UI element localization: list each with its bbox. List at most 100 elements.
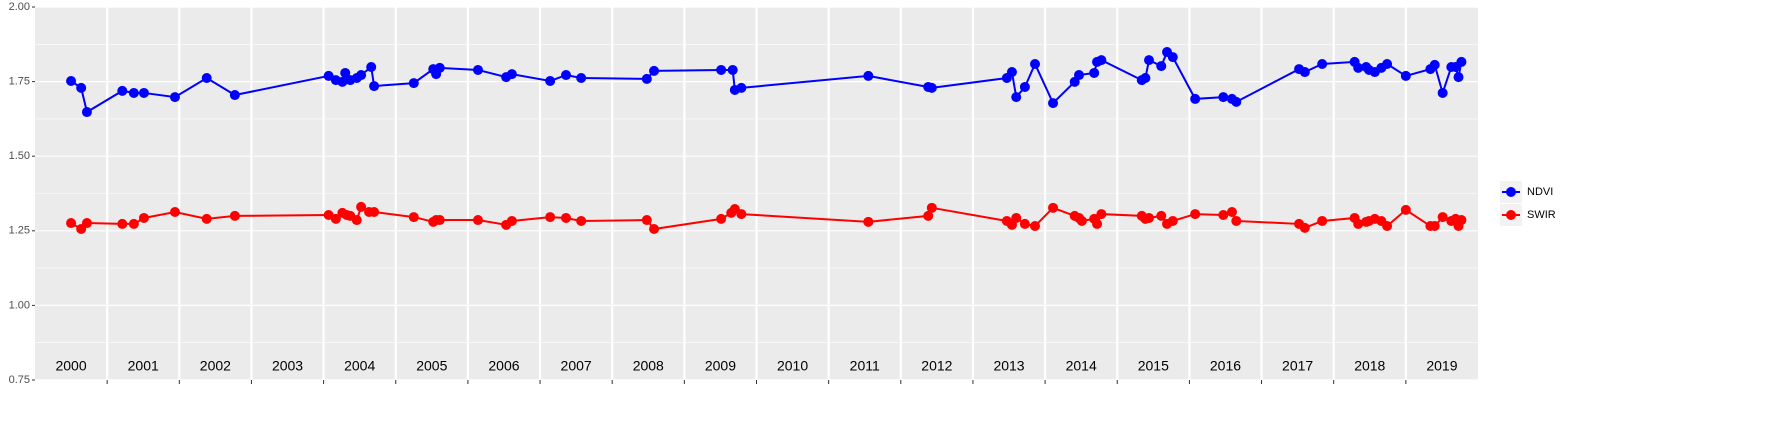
point: [736, 82, 747, 93]
point: [169, 207, 180, 218]
point: [545, 76, 556, 87]
y-tick-label: 1.75: [9, 76, 30, 88]
point: [545, 212, 556, 223]
point: [138, 212, 149, 223]
y-tick-label: 1.25: [9, 225, 30, 237]
point: [1382, 221, 1393, 232]
point: [1143, 212, 1154, 223]
year-label: 2008: [633, 358, 664, 374]
point: [1089, 67, 1100, 78]
point: [1156, 61, 1167, 72]
point: [1231, 96, 1242, 107]
point: [201, 73, 212, 84]
year-label: 2019: [1426, 358, 1457, 374]
point: [863, 70, 874, 81]
point: [1456, 215, 1467, 226]
point: [561, 212, 572, 223]
point: [1167, 215, 1178, 226]
point: [1299, 67, 1310, 78]
point: [169, 92, 180, 103]
point: [1317, 58, 1328, 69]
year-label: 2004: [344, 358, 375, 374]
point: [66, 76, 77, 87]
year-label: 2013: [993, 358, 1024, 374]
point: [716, 64, 727, 75]
year-label: 2016: [1210, 358, 1241, 374]
point: [1048, 202, 1059, 213]
point: [576, 73, 587, 84]
point: [1092, 218, 1103, 229]
y-tick-label: 2.00: [9, 1, 30, 13]
point: [736, 209, 747, 220]
year-label: 2006: [488, 358, 519, 374]
point: [1190, 93, 1201, 104]
point: [561, 70, 572, 81]
point: [138, 87, 149, 98]
year-label: 2012: [921, 358, 952, 374]
point: [473, 215, 484, 226]
point: [1143, 55, 1154, 66]
year-label: 2002: [200, 358, 231, 374]
point: [1029, 221, 1040, 232]
point: [1453, 72, 1464, 83]
point: [1029, 58, 1040, 69]
y-tick-label: 0.75: [9, 374, 30, 386]
point: [337, 76, 348, 87]
point: [356, 70, 367, 81]
point: [340, 67, 351, 78]
point: [716, 213, 727, 224]
point: [1140, 73, 1151, 84]
year-label: 2018: [1354, 358, 1385, 374]
point: [1437, 87, 1448, 98]
point: [1382, 58, 1393, 69]
year-label: 2007: [561, 358, 592, 374]
point: [117, 218, 128, 229]
point: [1156, 210, 1167, 221]
point: [1048, 98, 1059, 109]
year-label: 2003: [272, 358, 303, 374]
point: [1096, 209, 1107, 220]
year-label: 2011: [850, 358, 880, 374]
point: [1218, 92, 1229, 103]
legend-point: [1506, 187, 1516, 197]
point: [434, 215, 445, 226]
point: [351, 215, 362, 226]
point: [1019, 81, 1030, 92]
legend-point: [1506, 210, 1516, 220]
point: [369, 81, 380, 92]
legend-label: NDVI: [1527, 186, 1553, 198]
point: [434, 62, 445, 73]
point: [117, 85, 128, 96]
year-label: 2017: [1282, 358, 1313, 374]
point: [408, 78, 419, 89]
point: [641, 215, 652, 226]
point: [649, 224, 660, 235]
point: [1456, 56, 1467, 67]
year-label: 2010: [777, 358, 808, 374]
y-tick-label: 1.50: [9, 150, 30, 162]
y-tick-label: 1.00: [9, 299, 30, 311]
point: [1429, 221, 1440, 232]
point: [926, 82, 937, 93]
point: [81, 107, 92, 118]
point: [1353, 62, 1364, 73]
point: [330, 213, 341, 224]
point: [1011, 92, 1022, 103]
year-label: 2005: [416, 358, 447, 374]
point: [1429, 59, 1440, 70]
point: [229, 90, 240, 101]
point: [1096, 55, 1107, 66]
point: [1076, 215, 1087, 226]
point: [1400, 70, 1411, 81]
point: [366, 61, 377, 72]
point: [926, 202, 937, 213]
year-label: 2009: [705, 358, 736, 374]
point: [76, 82, 87, 93]
point: [1218, 209, 1229, 220]
point: [473, 64, 484, 75]
point: [1006, 67, 1017, 78]
point: [506, 69, 517, 80]
point: [1074, 70, 1085, 81]
point: [408, 212, 419, 223]
